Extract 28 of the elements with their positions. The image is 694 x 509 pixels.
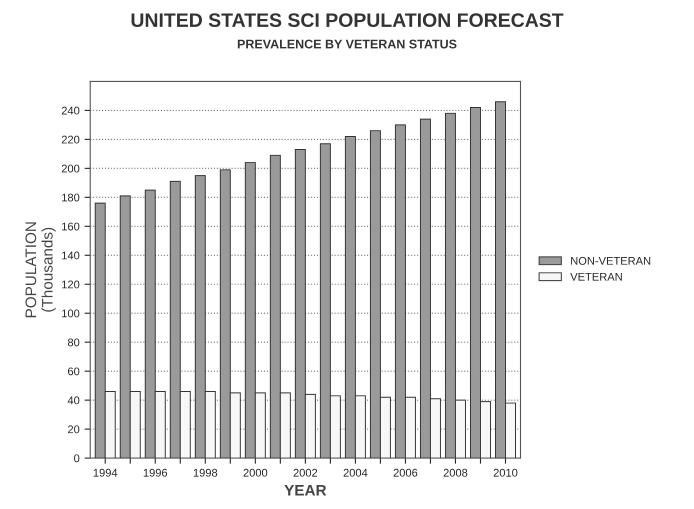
x-tick-label: 2010 — [494, 468, 518, 477]
y-tick-label: 160 — [62, 222, 80, 230]
chart-title: UNITED STATES SCI POPULATION FORECAST — [132, 13, 564, 28]
x-tick-label: 1996 — [144, 468, 168, 477]
legend-label: NON-VETERAN — [571, 256, 650, 265]
chart-subtitle: PREVALENCE BY VETERAN STATUS — [238, 40, 456, 48]
y-tick-label: 60 — [68, 367, 80, 376]
y-axis-title: POPULATION (Thousands) — [25, 222, 56, 318]
legend-label: VETERAN — [570, 272, 622, 281]
y-tick-label: 80 — [68, 338, 80, 346]
x-tick-label: 1994 — [94, 468, 118, 477]
y-tick-label: 240 — [62, 106, 80, 115]
y-tick-label: 40 — [68, 396, 80, 404]
y-tick-label: 0 — [74, 454, 80, 462]
y-tick-label: 20 — [68, 425, 80, 434]
x-tick-label: 2006 — [394, 468, 418, 477]
y-tick-label: 100 — [62, 310, 80, 318]
x-tick-label: 1998 — [194, 468, 218, 477]
x-tick-label: 2008 — [444, 468, 468, 477]
y-tick-label: 220 — [62, 136, 80, 144]
y-tick-label: 200 — [62, 164, 80, 172]
x-tick-label: 2002 — [294, 468, 318, 477]
y-tick-label: 140 — [62, 252, 80, 260]
x-tick-label: 2004 — [344, 468, 368, 477]
x-tick-label: 2000 — [244, 468, 268, 477]
x-axis-title: YEAR — [284, 484, 326, 496]
y-tick-label: 120 — [62, 280, 80, 288]
y-tick-label: 180 — [62, 194, 80, 202]
